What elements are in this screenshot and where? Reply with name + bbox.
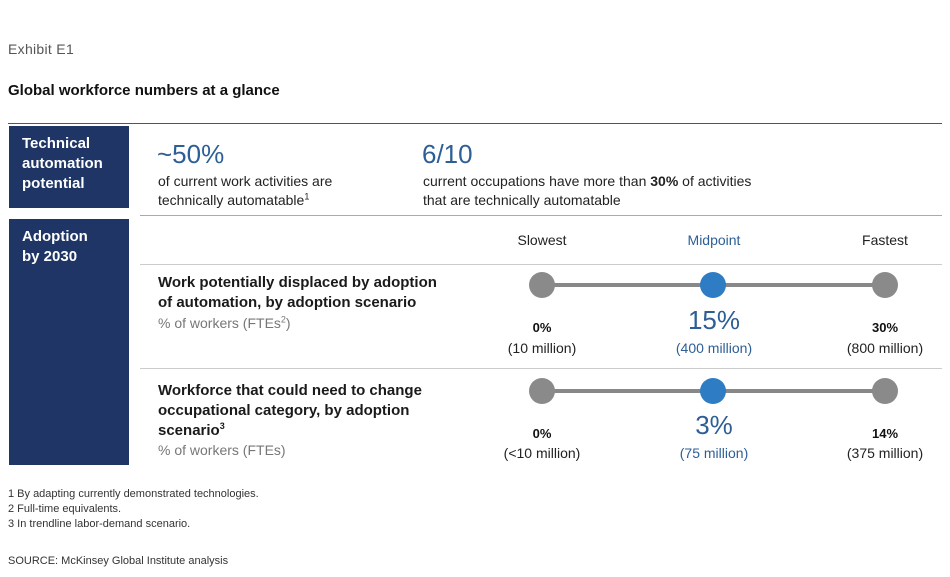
row-change-title: Workforce that could need to change occu… <box>158 381 488 441</box>
row-unit-close: ) <box>285 315 291 331</box>
row-title-text: scenario <box>158 422 220 439</box>
section-divider <box>140 215 942 216</box>
row-displaced-title: Work potentially displaced by adoption o… <box>158 273 488 313</box>
scenario-dot-slowest <box>529 272 555 298</box>
scenario-dot-slowest <box>529 378 555 404</box>
column-header-fastest: Fastest <box>862 232 908 248</box>
footnote-ref: 1 <box>304 191 310 202</box>
stat-activities-value: ~50% <box>157 139 225 169</box>
count-fastest: (375 million) <box>846 445 924 461</box>
stat-activities-desc-line: technically automatable1 <box>158 191 398 210</box>
adoption-label-box: Adoption by 2030 <box>9 219 129 465</box>
page-title: Global workforce numbers at a glance <box>8 82 280 99</box>
row-title-line: occupational category, by adoption <box>158 402 410 419</box>
automation-label-line: Technical <box>22 135 91 152</box>
stat-occupations-desc: current occupations have more than 30% o… <box>423 172 853 210</box>
source-note: SOURCE: McKinsey Global Institute analys… <box>8 555 229 567</box>
column-header-slowest: Slowest <box>517 232 567 248</box>
count-fastest: (800 million) <box>846 340 924 356</box>
automation-label-line: automation <box>22 155 103 172</box>
footnote-ref: 3 <box>219 421 225 431</box>
stat-occupations-desc-line: current occupations have more than 30% o… <box>423 172 853 191</box>
scenario-dot-fastest <box>872 272 898 298</box>
top-divider <box>8 123 942 124</box>
footnote: 1 By adapting currently demonstrated tec… <box>8 488 259 500</box>
count-slowest: (10 million) <box>507 340 577 356</box>
row-title-line: Work potentially displaced by adoption <box>158 274 437 291</box>
row-unit-text: % of workers (FTEs <box>158 315 281 331</box>
row-title-line: Workforce that could need to change <box>158 382 422 399</box>
row-change-unit: % of workers (FTEs) <box>158 442 286 458</box>
stat-occupations-desc-bold: 30% <box>650 173 679 189</box>
row-divider <box>140 368 942 369</box>
count-midpoint: (75 million) <box>679 445 749 461</box>
stat-occupations-desc-post: of activities <box>678 173 752 189</box>
value-fastest: 30% <box>871 320 899 335</box>
footnote: 3 In trendline labor-demand scenario. <box>8 518 191 530</box>
count-slowest: (<10 million) <box>503 445 581 461</box>
row-title-line: scenario3 <box>158 421 488 441</box>
stat-activities-desc: of current work activities are technical… <box>158 172 398 210</box>
row-divider <box>140 264 942 265</box>
count-midpoint: (400 million) <box>675 340 753 356</box>
scenario-dot-fastest <box>872 378 898 404</box>
adoption-label-line: by 2030 <box>22 248 78 265</box>
automation-label-line: potential <box>22 175 85 192</box>
adoption-label-line: Adoption <box>22 228 88 245</box>
footnote: 2 Full-time equivalents. <box>8 503 122 515</box>
footnote-ref: 2 <box>280 314 286 325</box>
stat-occupations-desc-line: that are technically automatable <box>423 192 621 208</box>
automation-label-box: Technical automation potential <box>9 126 129 208</box>
stat-activities-desc-text: technically automatable <box>158 192 305 208</box>
column-header-midpoint: Midpoint <box>687 232 741 248</box>
value-slowest: 0% <box>532 426 552 441</box>
row-displaced-unit: % of workers (FTEs2) <box>158 315 291 331</box>
row-title-line: of automation, by adoption scenario <box>158 294 417 311</box>
scenario-dot-midpoint <box>700 378 726 404</box>
value-slowest: 0% <box>532 320 552 335</box>
value-midpoint: 3% <box>695 410 733 440</box>
stat-activities-desc-line: of current work activities are <box>158 173 333 189</box>
exhibit-label: Exhibit E1 <box>8 41 75 57</box>
stat-occupations-desc-pre: current occupations have more than <box>423 173 651 189</box>
value-midpoint: 15% <box>687 305 741 335</box>
value-fastest: 14% <box>871 426 899 441</box>
scenario-dot-midpoint <box>700 272 726 298</box>
stat-occupations-value: 6/10 <box>422 139 473 169</box>
